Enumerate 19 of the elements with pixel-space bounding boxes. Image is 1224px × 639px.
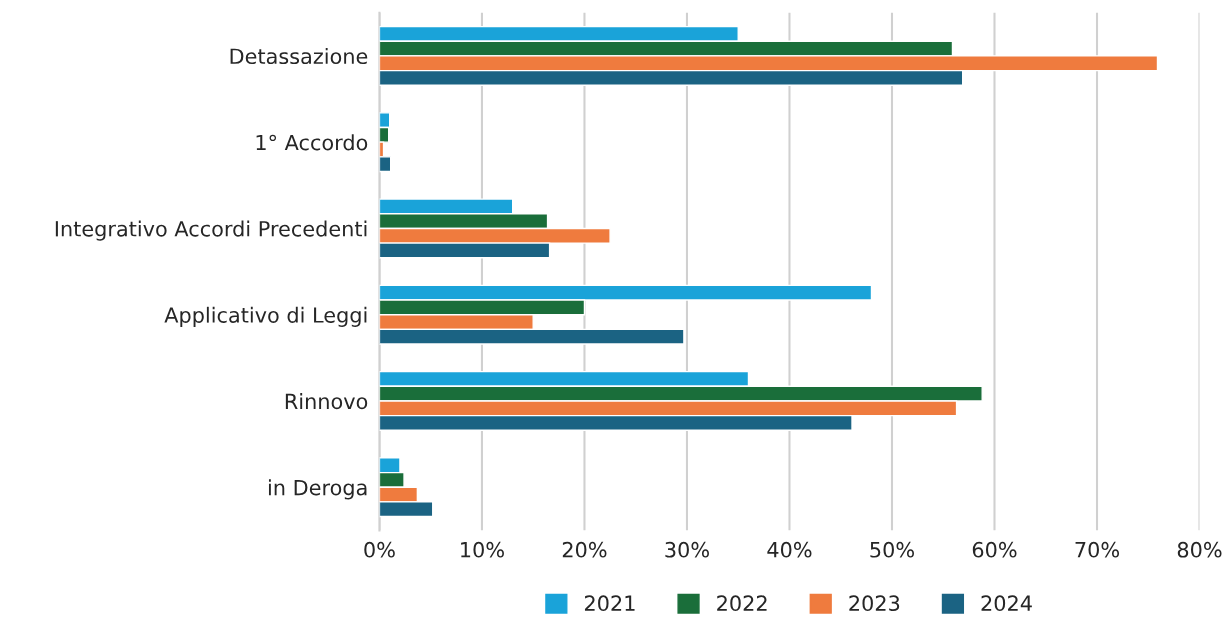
legend-label: 2022 bbox=[717, 595, 767, 612]
x-tick-label: 40% bbox=[767, 541, 812, 558]
x-tick-label: 50% bbox=[870, 541, 914, 558]
legend-label: 2023 bbox=[849, 595, 900, 612]
legend-label: 2024 bbox=[981, 595, 1032, 612]
legend-label: 2021 bbox=[584, 595, 635, 612]
y-tick-label: Detassazione bbox=[230, 48, 368, 65]
y-tick-label: Integrativo Accordi Precedenti bbox=[55, 220, 367, 241]
y-tick-label: Rinnovo bbox=[285, 393, 368, 410]
y-tick-label: Applicativo di Leggi bbox=[164, 306, 367, 327]
x-tick-label: 20% bbox=[562, 541, 607, 558]
x-tick-label: 80% bbox=[1177, 541, 1222, 558]
x-tick-label: 0% bbox=[364, 541, 395, 558]
x-tick-label: 10% bbox=[461, 541, 504, 558]
y-tick-label: 1° Accordo bbox=[256, 134, 368, 151]
x-tick-label: 30% bbox=[665, 541, 709, 558]
x-tick-label: 60% bbox=[972, 541, 1017, 558]
x-tick-label: 70% bbox=[1075, 541, 1120, 558]
y-tick-label: in Deroga bbox=[268, 479, 367, 500]
